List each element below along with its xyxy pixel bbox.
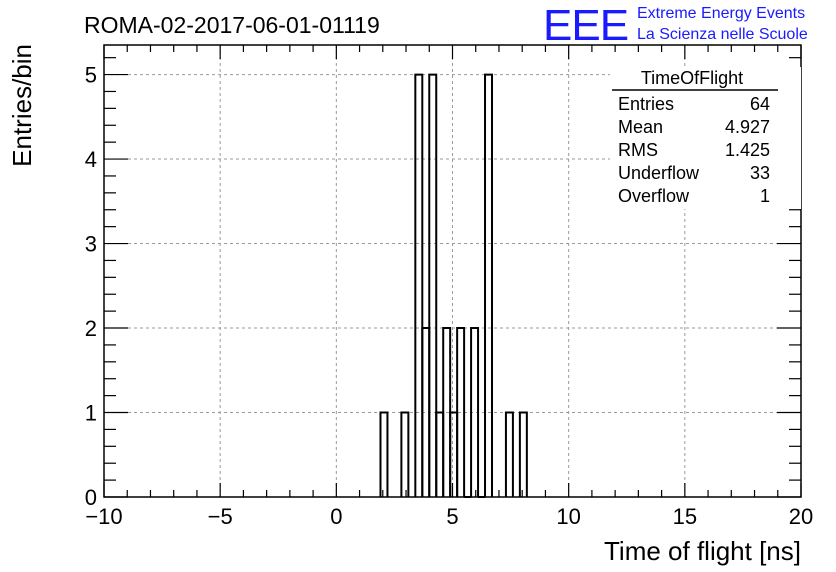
x-tick-label: 5 xyxy=(446,504,458,529)
stats-row-label: RMS xyxy=(618,140,658,160)
histogram-bin xyxy=(504,411,514,497)
y-tick-label: 3 xyxy=(85,232,97,257)
y-tick-labels: 0 1 2 3 4 5 xyxy=(85,63,97,510)
x-tick-label: 20 xyxy=(789,504,813,529)
histogram-bin xyxy=(435,411,445,497)
histogram-series xyxy=(379,73,528,498)
stats-row-label: Overflow xyxy=(618,186,690,206)
chart-title: ROMA-02-2017-06-01-01119 xyxy=(84,12,380,38)
y-tick-label: 1 xyxy=(85,401,97,426)
y-axis-label: Entries/bin xyxy=(7,44,37,167)
axis-ticks xyxy=(103,45,802,498)
stats-row-label: Entries xyxy=(618,94,674,114)
x-tick-label: 0 xyxy=(330,504,342,529)
histogram-bin xyxy=(518,411,528,497)
x-tick-label: −5 xyxy=(208,504,233,529)
y-tick-label: 5 xyxy=(85,63,97,88)
x-tick-label: 15 xyxy=(673,504,697,529)
stats-row-value: 1 xyxy=(760,186,770,206)
histogram-bin xyxy=(456,327,466,497)
stats-row-value: 4.927 xyxy=(725,117,770,137)
stats-row-value: 33 xyxy=(750,163,770,183)
histogram-bin xyxy=(379,411,389,497)
y-tick-label: 4 xyxy=(85,147,97,172)
stats-row-value: 64 xyxy=(750,94,770,114)
histogram-bin xyxy=(414,73,424,497)
eee-logo-mark: EEE xyxy=(543,1,628,50)
stats-box: TimeOfFlight Entries 64 Mean 4.927 RMS 1.425 U… xyxy=(610,67,801,209)
histogram-bin xyxy=(484,73,493,497)
y-tick-label: 0 xyxy=(85,485,97,510)
x-axis-label: Time of flight [ns] xyxy=(604,536,801,566)
x-tick-labels: −10 −5 0 5 10 15 20 xyxy=(85,504,813,529)
x-tick-label: −10 xyxy=(85,504,122,529)
histogram-bin xyxy=(470,327,480,497)
histogram-bin xyxy=(449,411,459,497)
eee-logo-line2: La Scienza nelle Scuole xyxy=(637,26,808,43)
stats-row-label: Mean xyxy=(618,117,663,137)
stats-row-value: 1.425 xyxy=(725,140,770,160)
histogram-bin xyxy=(400,411,410,497)
y-tick-label: 2 xyxy=(85,316,97,341)
eee-logo: EEE Extreme Energy Events La Scienza nel… xyxy=(543,1,808,50)
x-tick-label: 10 xyxy=(556,504,580,529)
histogram-bin xyxy=(428,73,438,497)
stats-row-label: Underflow xyxy=(618,163,700,183)
stats-box-title: TimeOfFlight xyxy=(641,68,743,88)
eee-logo-line1: Extreme Energy Events xyxy=(637,5,805,22)
